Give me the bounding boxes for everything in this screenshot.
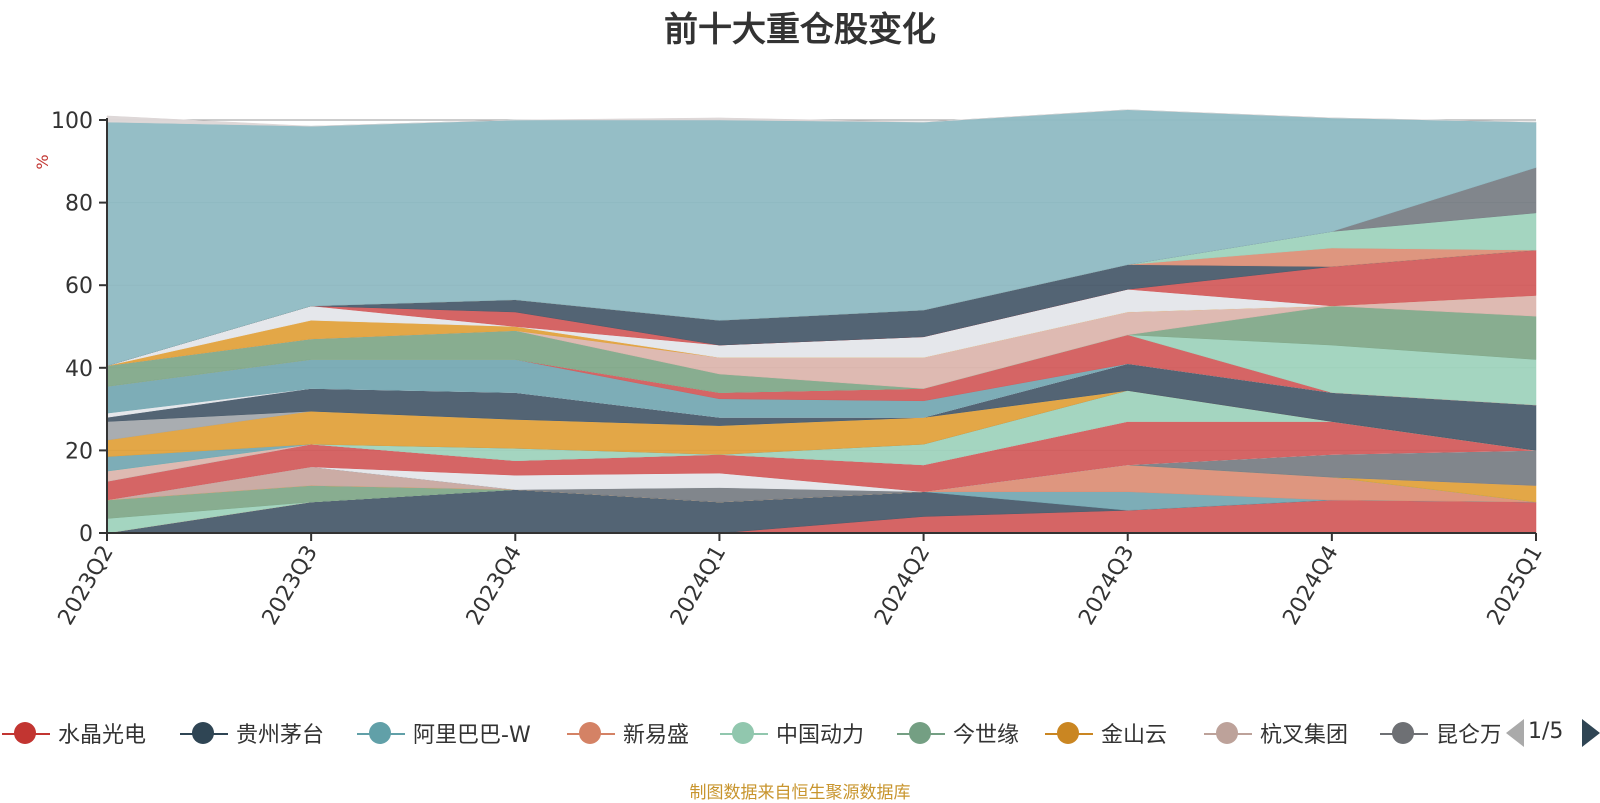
legend-label: 新易盛 — [623, 723, 690, 748]
legend-prev-arrow-icon[interactable] — [1506, 719, 1524, 747]
y-tick-label: 20 — [65, 439, 93, 464]
x-tick-label: 2024Q2 — [870, 541, 935, 629]
legend-label: 金山云 — [1101, 723, 1168, 748]
legend-label: 杭叉集团 — [1260, 723, 1349, 748]
legend-item[interactable]: 新易盛 — [565, 713, 689, 753]
x-tick-label: 2023Q3 — [258, 541, 323, 629]
legend-marker-icon — [718, 713, 770, 753]
y-axis-label: % — [33, 154, 52, 169]
legend-item[interactable]: 金山云 — [1043, 713, 1167, 753]
legend-marker-icon — [355, 713, 407, 753]
y-tick-labels: 0 20 40 60 80 100 — [51, 109, 93, 547]
legend-item[interactable]: 今世缘 — [895, 713, 1019, 753]
chart-title: 前十大重仓股变化 — [664, 10, 936, 50]
y-tick-label: 60 — [65, 274, 93, 299]
legend-item[interactable]: 中国动力 — [718, 713, 864, 753]
x-tick-label: 2025Q1 — [1483, 541, 1548, 629]
legend-marker-icon — [895, 713, 947, 753]
legend-label: 今世缘 — [953, 723, 1020, 748]
x-tick-label: 2023Q2 — [54, 541, 119, 629]
legend-marker-icon — [178, 713, 230, 753]
legend-next-arrow-icon[interactable] — [1582, 719, 1600, 747]
legend-page-indicator: 1/5 — [1528, 719, 1564, 744]
legend-marker-icon — [1378, 713, 1430, 753]
y-tick-label: 80 — [65, 192, 93, 217]
x-tick-labels: 2023Q2 2023Q3 2023Q4 2024Q1 2024Q2 2024Q3 2024… — [54, 541, 1548, 629]
x-tick-label: 2024Q3 — [1074, 541, 1139, 629]
axes — [99, 118, 1537, 541]
legend-marker-icon — [1043, 713, 1095, 753]
y-tick-label: 40 — [65, 357, 93, 382]
legend-item[interactable]: 阿里巴巴-W — [355, 713, 531, 753]
y-tick-label: 0 — [79, 522, 93, 547]
legend-label: 水晶光电 — [58, 723, 147, 748]
legend-item[interactable]: 水晶光电 — [0, 713, 146, 753]
x-tick-label: 2023Q4 — [462, 541, 527, 629]
legend-marker-icon — [1202, 713, 1254, 753]
legend-item[interactable]: 贵州茅台 — [178, 713, 324, 753]
legend-marker-icon — [0, 713, 52, 753]
x-tick-label: 2024Q4 — [1278, 541, 1343, 629]
legend-label: 中国动力 — [776, 723, 865, 748]
legend-label: 贵州茅台 — [236, 723, 325, 748]
legend-item[interactable]: 杭叉集团 — [1202, 713, 1348, 753]
source-note: 制图数据来自恒生聚源数据库 — [689, 783, 911, 803]
legend-label: 阿里巴巴-W — [413, 723, 531, 748]
x-tick-label: 2024Q1 — [666, 541, 731, 629]
legend-pager: 1/5 — [1500, 713, 1600, 753]
legend: 水晶光电 贵州茅台 阿里巴巴-W 新易盛 中国动力 今世缘 金山云 杭叉集团 昆仑万维 — [0, 713, 1600, 753]
legend-marker-icon — [565, 713, 617, 753]
area-series — [106, 109, 1537, 534]
y-tick-label: 100 — [51, 109, 93, 134]
area-series-33 — [106, 109, 1537, 127]
